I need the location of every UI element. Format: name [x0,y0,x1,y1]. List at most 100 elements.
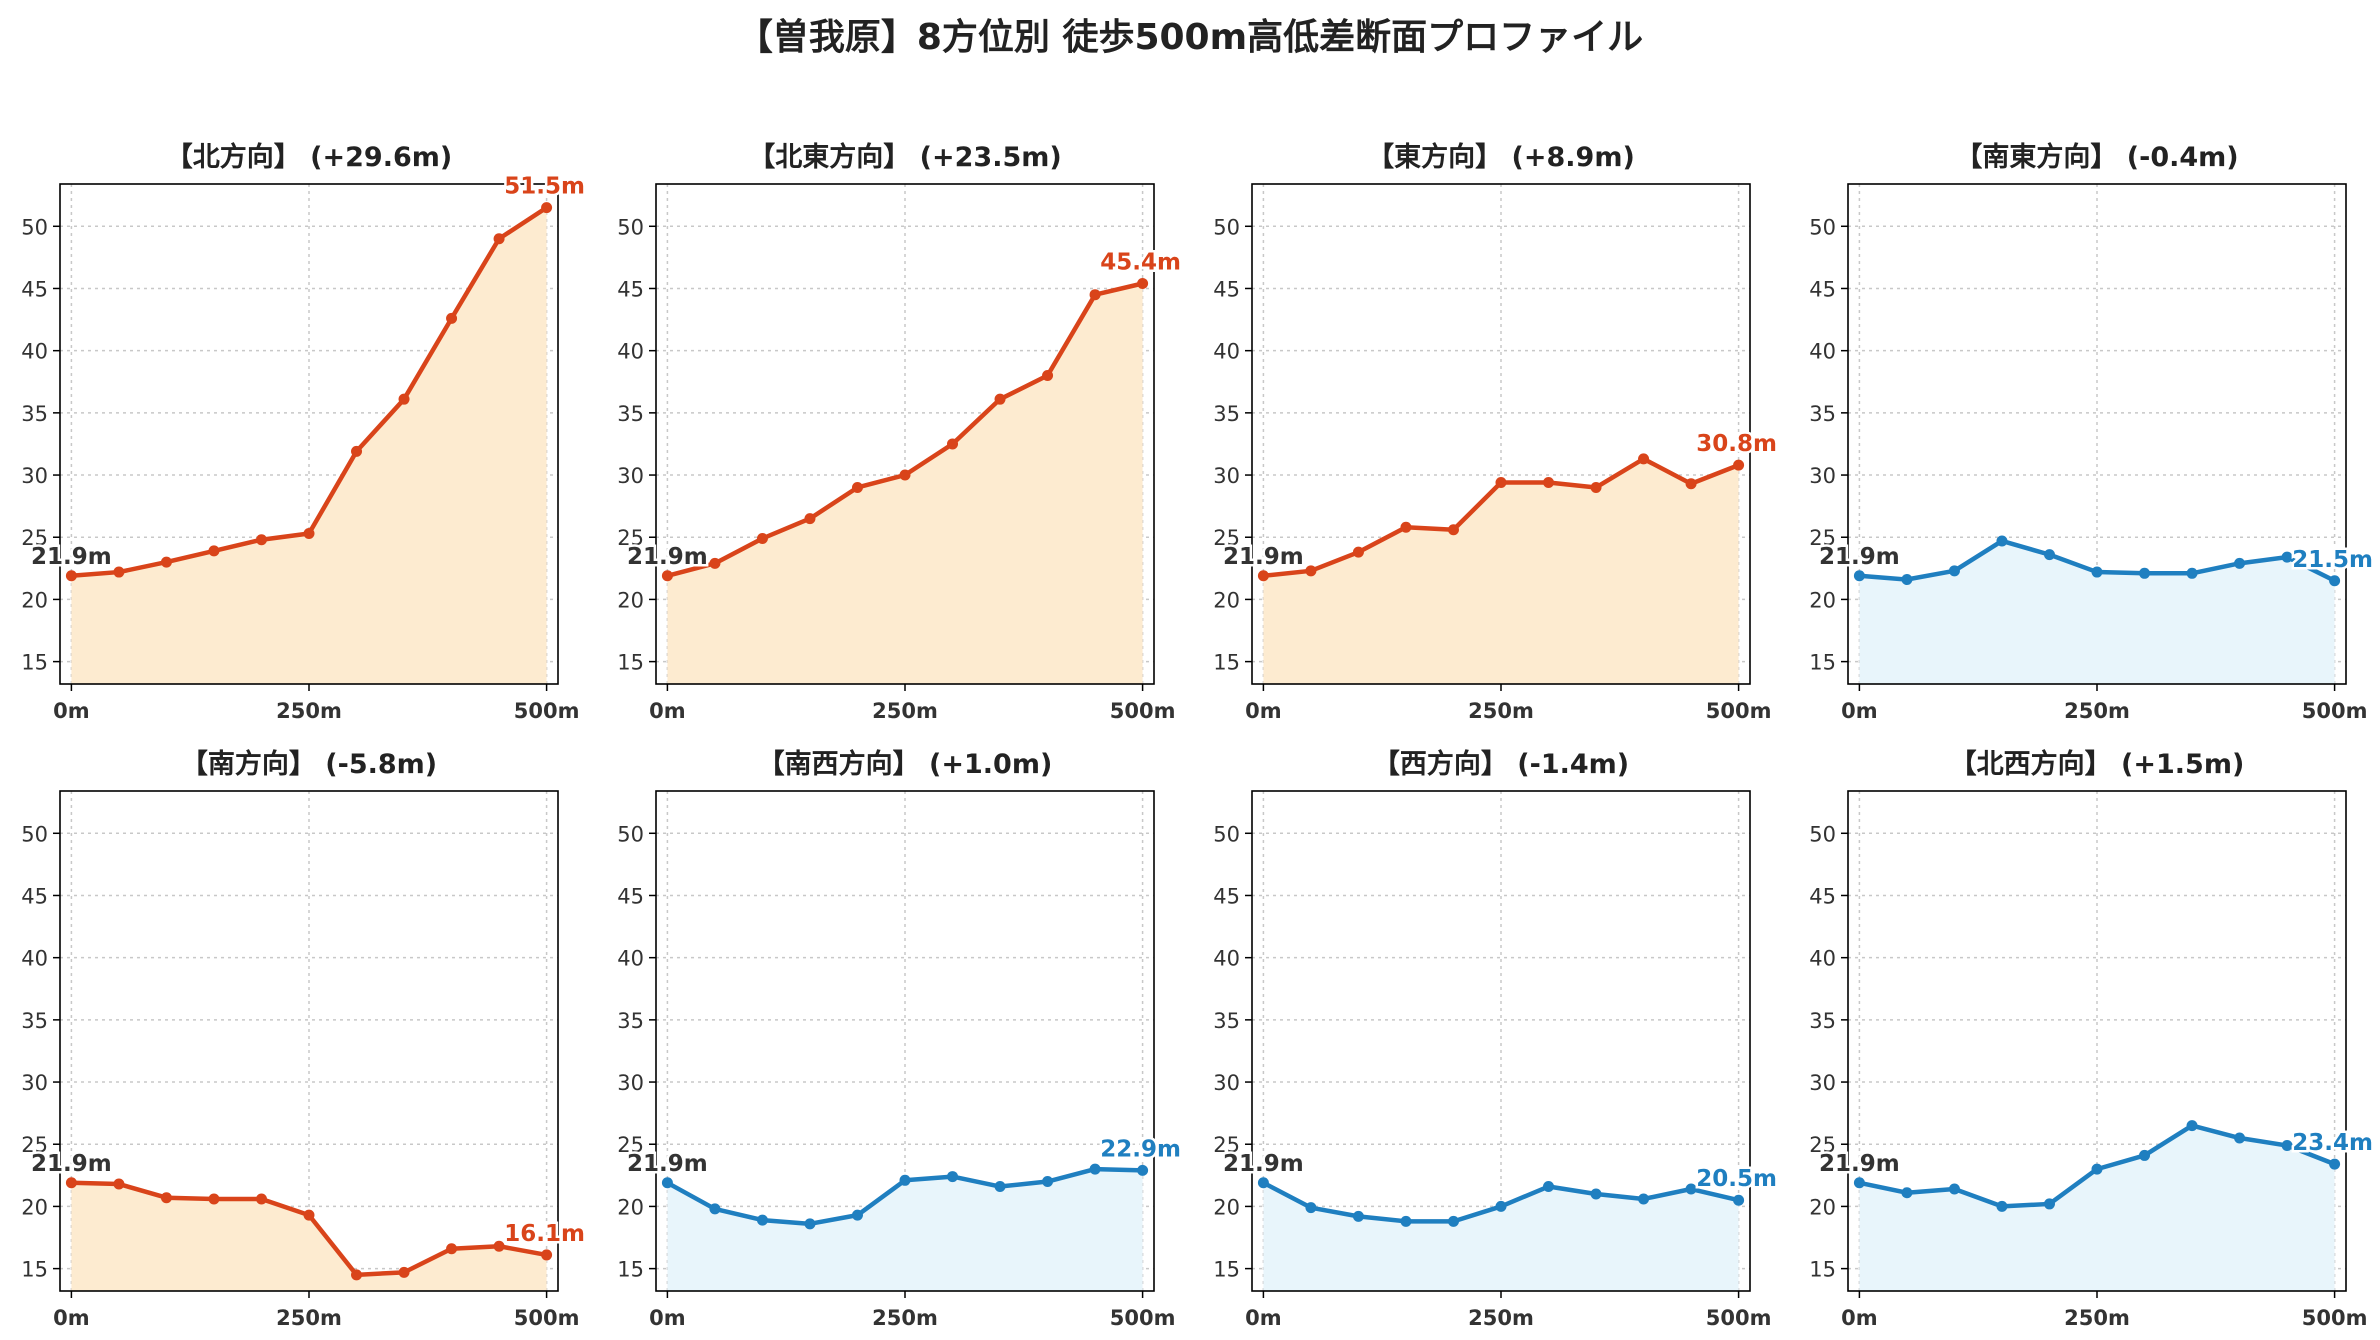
y-tick-label: 20 [617,1195,644,1219]
data-point [1685,478,1697,490]
y-tick-label: 40 [1213,340,1240,364]
data-point [1137,278,1149,290]
data-point [2234,557,2246,569]
panel-title: 【南方向】 (-5.8m) [181,748,437,780]
panel-title: 【北方向】 (+29.6m) [166,141,452,173]
y-tick-label: 45 [21,884,48,908]
start-elevation-label: 21.9m [1819,1151,1900,1177]
data-point [255,534,267,546]
y-tick-label: 20 [1809,588,1836,612]
y-tick-label: 40 [1809,947,1836,971]
y-tick-label: 35 [1213,402,1240,426]
data-point [113,566,125,578]
x-tick-label: 0m [649,1306,686,1330]
panel-title: 【西方向】 (-1.4m) [1373,748,1629,780]
y-tick-label: 25 [617,1133,644,1157]
y-tick-label: 20 [1809,1195,1836,1219]
x-tick-label: 500m [1110,1306,1176,1330]
data-point [1352,1210,1364,1222]
data-point [1257,570,1269,582]
data-point [994,393,1006,405]
y-tick-label: 50 [617,215,644,239]
y-tick-label: 30 [1809,464,1836,488]
y-tick-label: 25 [21,1133,48,1157]
elevation-area [1263,458,1739,684]
data-point [541,202,553,214]
data-point [541,1249,553,1261]
data-point [804,1218,816,1230]
x-tick-label: 250m [1468,699,1534,723]
data-point [2329,575,2341,587]
data-point [1685,1183,1697,1195]
y-tick-label: 15 [617,1258,644,1282]
data-point [851,1209,863,1221]
y-tick-label: 15 [617,651,644,675]
y-tick-label: 20 [21,1195,48,1219]
data-point [1447,524,1459,536]
data-point [994,1181,1006,1193]
data-point [160,556,172,568]
data-point [756,1214,768,1226]
x-tick-label: 0m [1245,1306,1282,1330]
data-point [65,570,77,582]
y-tick-label: 30 [617,464,644,488]
x-tick-label: 250m [276,699,342,723]
x-tick-label: 500m [514,699,580,723]
x-tick-label: 0m [1245,699,1282,723]
x-tick-label: 250m [872,699,938,723]
y-tick-label: 50 [1809,822,1836,846]
x-tick-label: 500m [2302,699,2368,723]
data-point [2139,1149,2151,1161]
y-tick-label: 20 [1213,1195,1240,1219]
panel-title: 【東方向】 (+8.9m) [1367,141,1635,173]
data-point [1042,370,1054,382]
data-point [255,1193,267,1205]
data-point [2186,567,2198,579]
elevation-area [1263,1182,1739,1291]
data-point [2043,1198,2055,1210]
data-point [661,570,673,582]
y-tick-label: 40 [21,340,48,364]
start-elevation-label: 21.9m [31,544,112,570]
data-point [709,557,721,569]
y-tick-label: 25 [21,526,48,550]
data-point [1400,1215,1412,1227]
y-tick-label: 45 [617,884,644,908]
y-tick-label: 45 [617,277,644,301]
data-point [1948,1183,1960,1195]
elevation-area [667,283,1143,684]
x-tick-label: 500m [1706,699,1772,723]
start-elevation-label: 21.9m [1819,544,1900,570]
data-point [208,545,220,557]
data-point [446,312,458,324]
data-point [756,532,768,544]
y-tick-label: 30 [1213,464,1240,488]
x-tick-label: 0m [1841,699,1878,723]
data-point [1543,1181,1555,1193]
y-tick-label: 25 [1809,526,1836,550]
x-tick-label: 250m [276,1306,342,1330]
data-point [1352,546,1364,558]
data-point [1901,1187,1913,1199]
end-elevation-label: 22.9m [1100,1136,1181,1162]
y-tick-label: 20 [1213,588,1240,612]
elevation-area [71,1182,547,1291]
y-tick-label: 45 [21,277,48,301]
figure-title: 【曽我原】8方位別 徒歩500m高低差断面プロファイル [736,17,1644,58]
y-tick-label: 40 [1809,340,1836,364]
y-tick-label: 45 [1213,277,1240,301]
data-point [1543,477,1555,489]
y-tick-label: 15 [1809,651,1836,675]
data-point [1996,535,2008,547]
data-point [1733,1194,1745,1206]
data-point [1495,1200,1507,1212]
elevation-area [1859,1125,2335,1291]
data-point [1495,477,1507,489]
y-tick-label: 50 [1213,822,1240,846]
end-elevation-label: 21.5m [2292,547,2373,573]
data-point [899,469,911,481]
